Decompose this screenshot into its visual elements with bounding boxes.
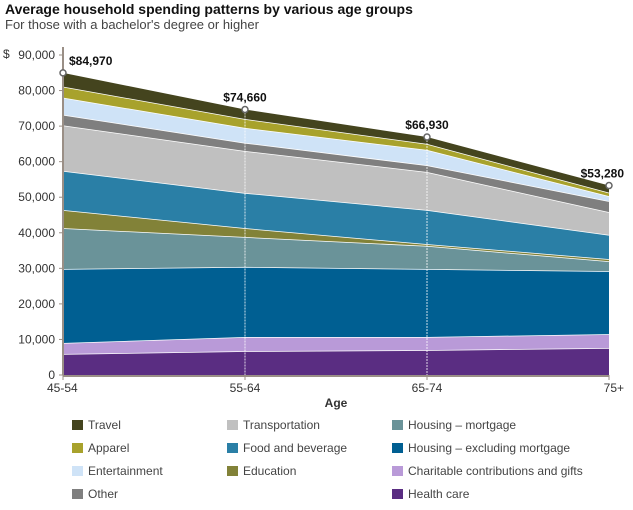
legend-label: Health care <box>408 487 470 501</box>
total-value-label: $74,660 <box>223 91 267 105</box>
legend-item-food-and-beverage: Food and beverage <box>227 441 347 455</box>
total-marker <box>59 69 67 77</box>
legend-swatch <box>392 489 403 499</box>
area-travel <box>63 72 609 193</box>
y-tick-label: 20,000 <box>18 297 55 311</box>
total-marker <box>241 105 249 114</box>
legend-item-charitable-contributions-and-gifts: Charitable contributions and gifts <box>392 464 583 478</box>
total-value-label: $66,930 <box>405 118 449 132</box>
legend-swatch <box>392 443 403 453</box>
y-tick-label: 60,000 <box>18 155 55 169</box>
legend-swatch <box>227 420 238 430</box>
legend-swatch <box>227 443 238 453</box>
legend-label: Apparel <box>88 441 130 455</box>
area-health-care <box>63 347 609 375</box>
y-axis-unit-label: $ <box>3 47 10 61</box>
y-tick-label: 10,000 <box>18 332 55 346</box>
total-marker <box>605 181 613 190</box>
legend-item-other: Other <box>72 487 118 501</box>
legend-label: Food and beverage <box>243 441 348 455</box>
legend-swatch <box>392 420 403 430</box>
legend-swatch <box>72 420 83 430</box>
legend-item-transportation: Transportation <box>227 418 320 432</box>
legend-swatch <box>392 466 403 476</box>
legend-label: Charitable contributions and gifts <box>408 464 583 478</box>
area-transportation <box>63 125 609 235</box>
area-entertainment <box>63 97 609 202</box>
total-value-label: $53,280 <box>581 167 625 181</box>
stacked-area-chart: 0 10,000 20,000 30,000 40,000 50,000 60,000 70,… <box>3 47 625 410</box>
area-housing-mortgage <box>63 228 609 272</box>
legend-item-education: Education <box>227 464 296 478</box>
legend-label: Transportation <box>243 418 320 432</box>
x-axis-title: Age <box>325 396 348 410</box>
legend-swatch <box>72 489 83 499</box>
area-apparel <box>63 86 609 197</box>
x-tick-label: 45-54 <box>47 381 78 395</box>
legend-label: Housing – excluding mortgage <box>408 441 571 455</box>
y-tick-label: 40,000 <box>18 226 55 240</box>
total-marker <box>423 133 431 141</box>
total-value-label: $84,970 <box>69 54 113 68</box>
y-tick-label: 0 <box>48 368 55 382</box>
area-other <box>63 114 609 213</box>
area-layers <box>62 72 610 375</box>
legend-item-housing-excluding-mortgage: Housing – excluding mortgage <box>392 441 570 455</box>
legend-label: Entertainment <box>88 464 163 478</box>
legend-label: Other <box>88 487 119 501</box>
total-markers: $84,970 $74,660 $66,930 $53,280 <box>59 54 625 190</box>
category-guides <box>244 109 428 379</box>
y-tick-label: 30,000 <box>18 261 55 275</box>
legend-item-apparel: Apparel <box>72 441 129 455</box>
legend-swatch <box>72 443 83 453</box>
y-tick-label: 70,000 <box>18 119 55 133</box>
axes: 0 10,000 20,000 30,000 40,000 50,000 60,000 70,… <box>3 47 624 410</box>
y-tick-label: 50,000 <box>18 190 55 204</box>
legend-label: Travel <box>88 418 121 432</box>
y-tick-label: 80,000 <box>18 84 55 98</box>
legend-swatch <box>227 466 238 476</box>
area-food-and-beverage <box>63 170 609 260</box>
y-tick-label: 90,000 <box>18 48 55 62</box>
legend-label: Education <box>243 464 297 478</box>
area-housing-excluding-mortgage <box>63 266 609 343</box>
legend-swatch <box>72 466 83 476</box>
legend-item-health-care: Health care <box>392 487 469 501</box>
legend-item-travel: Travel <box>72 418 121 432</box>
x-tick-label: 75+ <box>604 381 624 395</box>
x-tick-label: 65-74 <box>412 381 443 395</box>
legend-item-housing-mortgage: Housing – mortgage <box>392 418 516 432</box>
legend-label: Housing – mortgage <box>408 418 517 432</box>
legend-item-entertainment: Entertainment <box>72 464 163 478</box>
chart-title: Average household spending patterns by v… <box>5 1 413 17</box>
chart-subtitle: For those with a bachelor's degree or hi… <box>5 17 259 32</box>
x-tick-label: 55-64 <box>230 381 261 395</box>
